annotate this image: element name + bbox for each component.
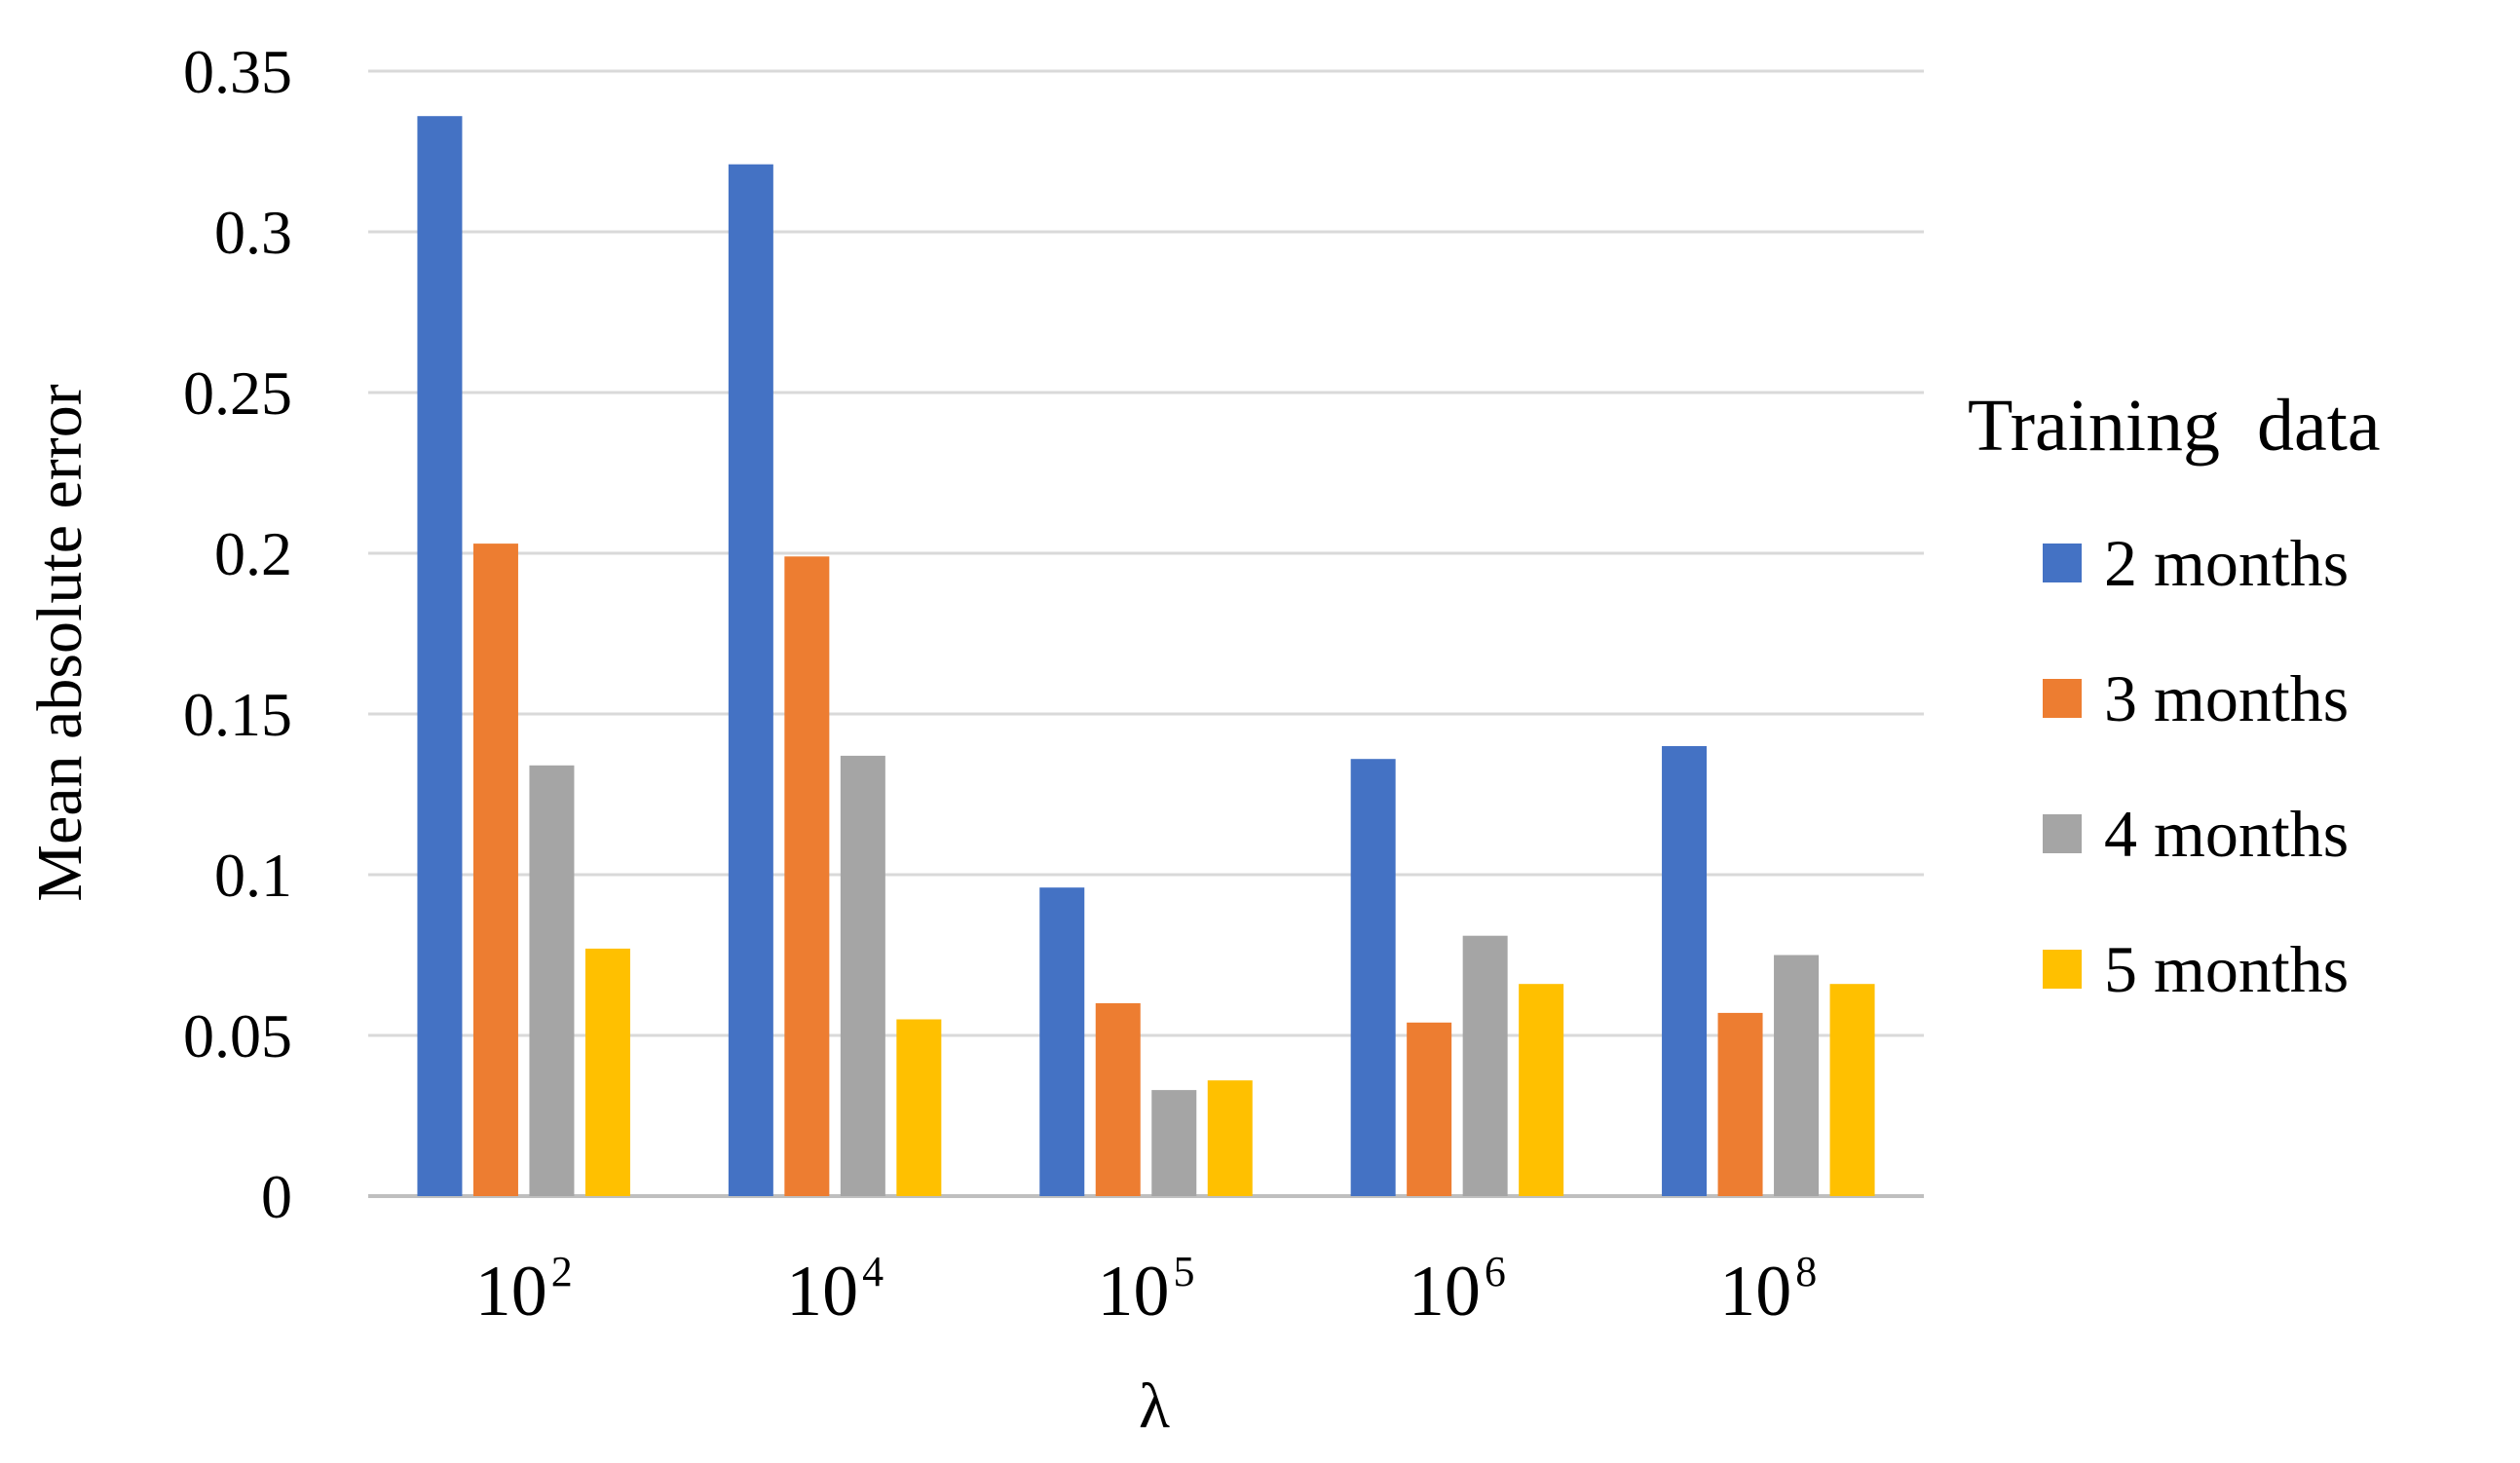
legend-swatch <box>2043 814 2082 853</box>
legend-label: 4 months <box>2104 797 2349 871</box>
bar <box>584 948 630 1196</box>
bar <box>840 755 885 1196</box>
legend-title: Training data <box>1968 385 2381 467</box>
y-tick-label: 0.2 <box>214 519 292 588</box>
bar <box>1717 1012 1763 1196</box>
bar <box>472 544 518 1196</box>
x-tick-label: 106 <box>1409 1248 1506 1332</box>
y-tick-label: 0.15 <box>183 680 292 749</box>
bar <box>1151 1090 1197 1196</box>
bar <box>1519 984 1564 1196</box>
y-tick-labels: 0 0.05 0.1 0.15 0.2 0.25 0.3 0.35 <box>183 37 292 1231</box>
bar <box>1774 955 1820 1196</box>
bar <box>529 765 575 1196</box>
legend-label: 3 months <box>2104 661 2349 735</box>
bar <box>1462 935 1508 1196</box>
bar <box>1407 1022 1452 1196</box>
legend-label: 2 months <box>2104 526 2349 600</box>
y-axis-title: Mean absolute error <box>24 384 95 901</box>
bar <box>1350 759 1396 1196</box>
bar <box>896 1019 942 1196</box>
legend-item: 4 months <box>2043 797 2349 871</box>
x-tick-labels: 102 104 105 106 108 <box>475 1248 1818 1332</box>
legend-item: 3 months <box>2043 661 2349 735</box>
x-tick-label: 102 <box>475 1248 573 1332</box>
x-tick-label: 105 <box>1098 1248 1195 1332</box>
y-tick-label: 0.35 <box>183 37 292 106</box>
legend-item: 2 months <box>2043 526 2349 600</box>
legend-swatch <box>2043 679 2082 718</box>
legend-swatch <box>2043 950 2082 989</box>
x-tick-label: 104 <box>786 1248 884 1332</box>
legend: Training data 2 months 3 months 4 months 5 … <box>1968 385 2381 1006</box>
bar <box>1662 746 1708 1196</box>
bar <box>784 556 830 1196</box>
bar <box>1829 984 1875 1196</box>
bar <box>1207 1080 1253 1196</box>
bar <box>417 116 463 1197</box>
legend-item: 5 months <box>2043 932 2349 1006</box>
bar <box>1095 1003 1141 1196</box>
y-tick-label: 0.1 <box>214 841 292 910</box>
legend-items: 2 months 3 months 4 months 5 months <box>2043 526 2349 1006</box>
legend-swatch <box>2043 544 2082 582</box>
y-tick-label: 0.05 <box>183 1001 292 1070</box>
legend-label: 5 months <box>2104 932 2349 1006</box>
y-tick-label: 0 <box>261 1162 292 1231</box>
bar <box>728 164 773 1197</box>
bars <box>417 116 1875 1197</box>
bar <box>1039 887 1085 1196</box>
y-tick-label: 0.25 <box>183 358 292 428</box>
y-tick-label: 0.3 <box>214 198 292 267</box>
x-tick-label: 108 <box>1719 1248 1817 1332</box>
x-axis-title: λ <box>1139 1370 1170 1442</box>
